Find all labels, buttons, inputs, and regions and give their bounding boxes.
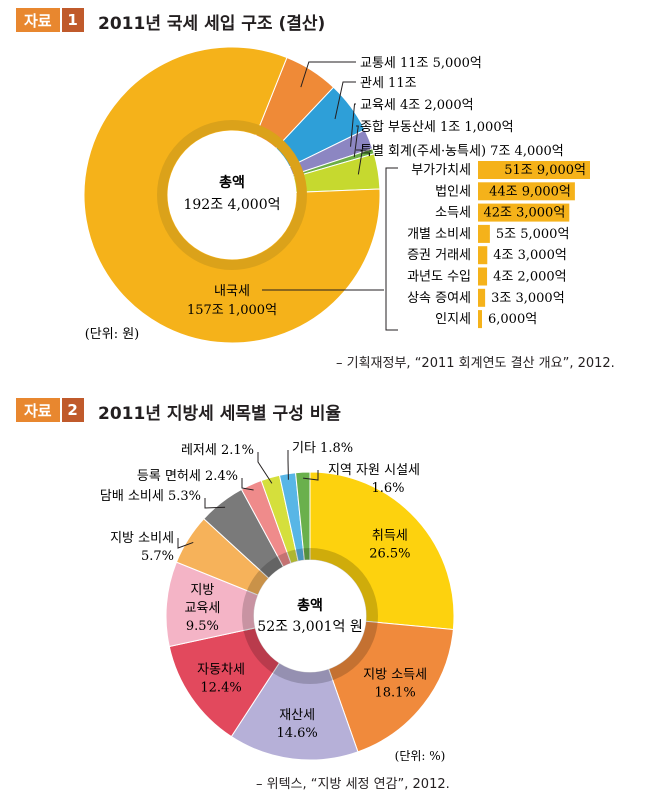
breakdown-bar-소득세 [478, 203, 570, 222]
leader-line [303, 470, 319, 481]
slice-label-취득세-value: 26.5% [369, 546, 410, 561]
unit-label: (단위: %) [395, 749, 446, 763]
center-label: 총액 [219, 174, 245, 191]
breakdown-label-개별-소비세: 개별 소비세 [407, 227, 471, 242]
center-hole [254, 560, 366, 672]
tag-number: 2 [61, 398, 84, 422]
chart-title-1: 2011년 국세 세입 구조 (결산) [98, 14, 326, 34]
breakdown-bar-법인세 [478, 182, 575, 201]
slice-value-내국세: 157조 1,000억 [187, 303, 277, 318]
breakdown-label-과년도-수입: 과년도 수입 [407, 270, 471, 285]
slice-label-관세: 관세 11조 [360, 76, 417, 91]
breakdown-bar-과년도-수입 [478, 267, 488, 286]
breakdown-bar-상속-증여세 [478, 288, 486, 307]
slice-label-담배-소비세-value: 담배 소비세 5.3% [100, 489, 201, 504]
slice-label-지방-소비세: 지방 소비세 [110, 531, 174, 546]
breakdown-value-과년도-수입: 4조 2,000억 [493, 270, 567, 285]
slice-label-종합-부동산세: 종합 부동산세 1조 1,000억 [360, 120, 514, 135]
breakdown-bar-인지세 [478, 310, 482, 329]
slice-label-자동차세: 자동차세 [197, 662, 245, 677]
breakdown-bar-증권-거래세 [478, 246, 488, 265]
slice-label-특별-회계-주세-농특세-: 특별 회계(주세·농특세) 7조 4,000억 [360, 144, 564, 159]
slice-label-등록-면허세-value: 등록 면허세 2.4% [137, 469, 238, 484]
slice-label-지방-교육세: 교육세 [184, 601, 220, 616]
breakdown-bar-개별-소비세 [478, 224, 490, 243]
inner-ring [157, 120, 307, 270]
leader-line [204, 498, 226, 509]
source-note-1: – 기획재정부, “2011 회계연도 결산 개요”, 2012. [336, 356, 615, 371]
breakdown-label-법인세: 법인세 [435, 184, 471, 199]
slice-label-기타-value: 기타 1.8% [292, 441, 353, 456]
chart-title-2: 2011년 지방세 세목별 구성 비율 [98, 404, 342, 424]
slice-label-취득세: 취득세 [372, 528, 408, 543]
breakdown-bar-부가가치세 [478, 161, 590, 179]
leader-line [350, 103, 356, 147]
leader-line [300, 61, 356, 88]
local-tax-chart: 총액 52조 3,001억 원 취득세 26.5% 지방 소득세 18.1% 재산세 14.6… [100, 441, 455, 763]
slice-label-지방-소비세-value: 5.7% [141, 549, 174, 564]
breakdown-label-증권-거래세: 증권 거래세 [407, 248, 471, 263]
tag-word: 자료 [16, 8, 60, 32]
slice-label-교육세: 교육세 4조 2,000억 [360, 98, 474, 113]
breakdown-value-증권-거래세: 4조 3,000억 [493, 248, 567, 263]
leader-line [356, 149, 363, 175]
leader-line [334, 81, 356, 120]
center-value: 52조 3,001억 원 [257, 619, 362, 635]
breakdown-value-법인세: 44조 9,000억 [489, 184, 571, 199]
breakdown-value-상속-증여세: 3조 3,000억 [491, 291, 565, 306]
section-tag-1: 자료 1 [16, 8, 84, 32]
inner-ring [242, 548, 378, 684]
leader-line [257, 452, 273, 484]
unit-label: (단위: 원) [85, 327, 140, 342]
slice-label-자동차세-value: 12.4% [200, 680, 241, 695]
slice-label-재산세-value: 14.6% [276, 726, 317, 741]
slice-label-레저세-value: 레저세 2.1% [181, 443, 254, 458]
center-hole [168, 131, 296, 259]
breakdown-label-부가가치세: 부가가치세 [411, 163, 471, 178]
tag-word: 자료 [16, 398, 60, 422]
breakdown-value-인지세: 6,000억 [488, 312, 537, 327]
breakdown-bracket [385, 167, 398, 331]
breakdown-label-인지세: 인지세 [435, 312, 471, 327]
center-value: 192조 4,000억 [183, 197, 280, 213]
leader-line [177, 538, 194, 549]
section-tag-2: 자료 2 [16, 398, 84, 422]
breakdown-label-소득세: 소득세 [435, 206, 471, 221]
leader-line [241, 478, 254, 491]
breakdown-value-소득세: 42조 3,000억 [483, 206, 565, 221]
slice-label-재산세: 재산세 [279, 708, 315, 723]
breakdown-label-상속-증여세: 상속 증여세 [407, 291, 471, 306]
slice-label-지방-교육세: 지방 [190, 583, 214, 598]
tag-number: 1 [61, 8, 84, 32]
slice-label-지역-자원-시설세-value: 1.6% [371, 481, 404, 496]
breakdown-value-부가가치세: 51조 9,000억 [504, 163, 586, 178]
slice-label-교통세: 교통세 11조 5,000억 [360, 56, 482, 71]
breakdown-value-개별-소비세: 5조 5,000억 [496, 227, 570, 242]
center-label: 총액 [297, 597, 323, 614]
slice-label-내국세: 내국세 [214, 284, 250, 299]
slice-label-지역-자원-시설세: 지역 자원 시설세 [328, 463, 420, 478]
slice-label-지방-소득세-value: 18.1% [374, 685, 415, 700]
slice-label-지방-교육세-value: 9.5% [186, 619, 219, 634]
slice-label-지방-소득세: 지방 소득세 [363, 667, 427, 682]
leader-line [353, 125, 359, 158]
source-note-2: – 위텍스, “지방 세정 연감”, 2012. [256, 777, 450, 792]
